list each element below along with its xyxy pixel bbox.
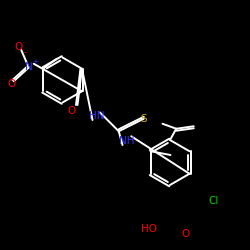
Text: O: O: [7, 79, 16, 89]
Text: Cl: Cl: [208, 196, 219, 206]
Text: N: N: [25, 62, 32, 72]
Text: O: O: [14, 42, 23, 52]
Text: +: +: [32, 60, 38, 66]
Text: NH: NH: [118, 136, 134, 146]
Text: -: -: [24, 48, 26, 57]
Text: S: S: [140, 114, 147, 124]
Text: HO: HO: [141, 224, 157, 234]
Text: HN: HN: [88, 111, 104, 121]
Text: O: O: [181, 229, 189, 239]
Text: O: O: [67, 106, 76, 116]
